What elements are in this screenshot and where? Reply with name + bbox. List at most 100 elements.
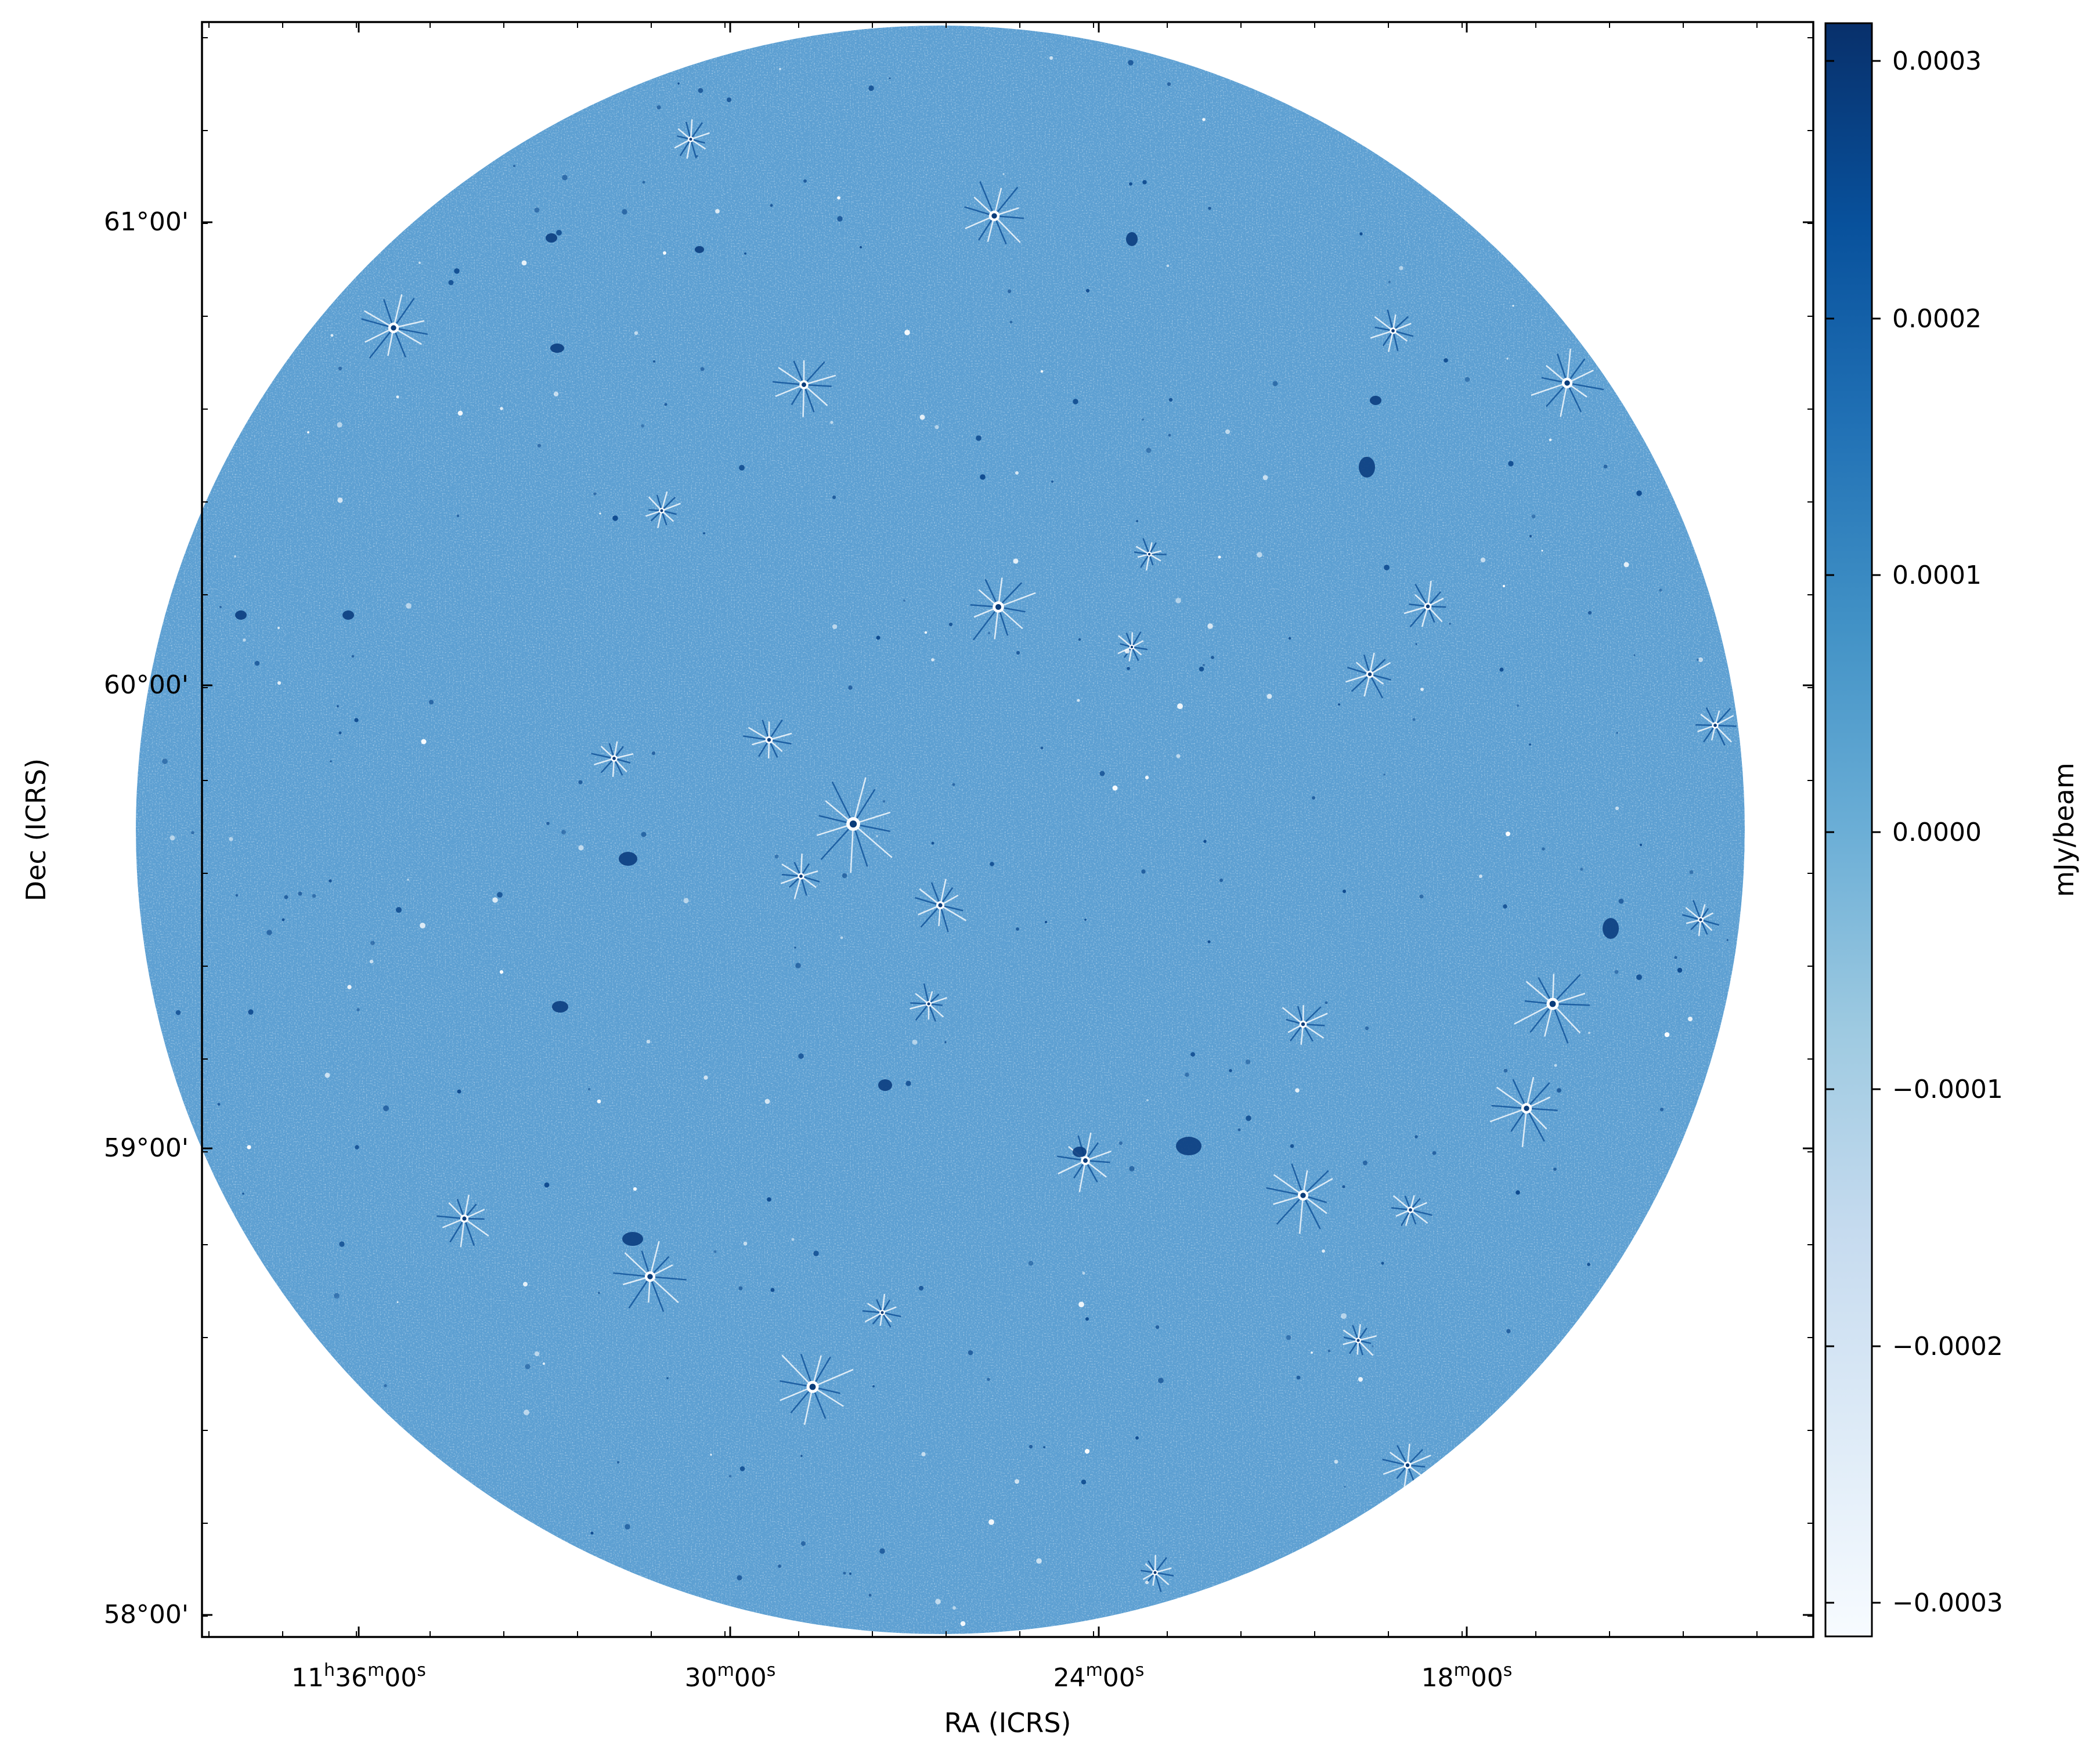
faint-source (176, 1010, 181, 1015)
faint-source (1690, 870, 1694, 874)
faint-source (1636, 974, 1642, 980)
faint-source (1698, 657, 1703, 662)
sky-image (133, 23, 1747, 1636)
faint-source (1342, 1185, 1345, 1188)
faint-source (277, 681, 281, 685)
faint-source (968, 1350, 973, 1356)
faint-source (396, 907, 402, 913)
faint-source (879, 1548, 885, 1554)
faint-source (1267, 694, 1272, 699)
source-peak (802, 382, 806, 387)
faint-source (1420, 895, 1424, 899)
source-peak (938, 903, 942, 907)
faint-source (170, 836, 175, 841)
faint-source (849, 1573, 851, 1575)
faint-source (277, 627, 280, 629)
faint-source (370, 960, 373, 963)
faint-source (1399, 266, 1403, 270)
faint-source (665, 403, 667, 406)
faint-source (988, 1519, 994, 1525)
faint-source (1202, 118, 1206, 121)
source-peak (1368, 673, 1372, 676)
faint-source (1449, 623, 1450, 624)
faint-source (1557, 1088, 1561, 1093)
faint-source (1289, 637, 1291, 640)
source-peak (612, 757, 616, 760)
faint-source (1158, 1378, 1164, 1383)
faint-source (454, 268, 460, 274)
faint-source (1273, 381, 1278, 386)
minute-sup: m (717, 1660, 734, 1681)
faint-source (1238, 1129, 1241, 1132)
faint-source (1136, 520, 1138, 522)
x-tick-minutes: 36 (335, 1663, 367, 1693)
faint-source (1141, 869, 1145, 873)
source-peak (767, 738, 771, 742)
faint-source (739, 1286, 743, 1291)
faint-source (1119, 1141, 1123, 1145)
faint-source (883, 800, 885, 803)
faint-source (1554, 1064, 1557, 1067)
faint-source (298, 892, 302, 896)
faint-source (1365, 1027, 1369, 1030)
faint-source (579, 780, 583, 785)
faint-source (457, 1090, 461, 1094)
faint-source (1016, 651, 1020, 655)
faint-source (1388, 281, 1391, 283)
faint-source (1246, 1115, 1251, 1121)
source-peak (647, 1274, 652, 1279)
faint-source (500, 970, 503, 974)
faint-source (656, 105, 661, 109)
source-peak (1153, 1571, 1156, 1574)
source-peak (1409, 1208, 1412, 1212)
faint-source (980, 474, 986, 480)
faint-source (921, 1452, 925, 1456)
faint-source (798, 1053, 804, 1059)
faint-source (1503, 585, 1505, 587)
faint-source (513, 165, 515, 167)
faint-source (1211, 656, 1214, 659)
faint-source (396, 396, 399, 399)
x-tick-minutes: 30 (685, 1663, 717, 1693)
faint-source (234, 555, 236, 558)
faint-source (1036, 1558, 1042, 1564)
sidelobe-spoke (1149, 554, 1167, 555)
extended-source (550, 344, 564, 353)
faint-source (1002, 173, 1004, 175)
extended-source (1603, 918, 1619, 939)
faint-source (1084, 919, 1087, 921)
hour-sup: h (324, 1660, 335, 1681)
source-peak (1391, 329, 1395, 333)
faint-source (795, 963, 801, 968)
faint-source (801, 1541, 806, 1546)
y-tick-label: 59°00' (104, 1133, 189, 1163)
faint-source (418, 262, 421, 264)
faint-source (794, 946, 796, 948)
faint-source (920, 415, 925, 420)
faint-source (457, 515, 459, 517)
faint-source (1384, 565, 1390, 570)
faint-source (843, 1572, 846, 1575)
minute-sup: m (367, 1660, 384, 1681)
faint-source (1029, 1261, 1033, 1266)
faint-source (1580, 868, 1583, 870)
faint-source (522, 261, 527, 266)
faint-source (625, 1524, 630, 1529)
x-tick-hours: 11 (291, 1663, 324, 1693)
x-tick-label-18m00s: 18m00s (1421, 1660, 1513, 1693)
faint-source (1517, 704, 1519, 707)
extended-source (552, 1001, 568, 1013)
source-peak (1356, 1339, 1359, 1342)
faint-source (1127, 667, 1130, 670)
faint-source (1078, 1302, 1084, 1307)
faint-source (1169, 398, 1172, 402)
faint-source (935, 1599, 941, 1604)
faint-source (701, 367, 705, 371)
faint-source (633, 1187, 637, 1191)
colorbar-tick-label: 0.0000 (1892, 818, 1982, 847)
faint-source (987, 1378, 990, 1380)
faint-source (925, 631, 928, 634)
faint-source (698, 88, 703, 93)
faint-source (1420, 688, 1424, 691)
faint-source (1624, 562, 1629, 568)
